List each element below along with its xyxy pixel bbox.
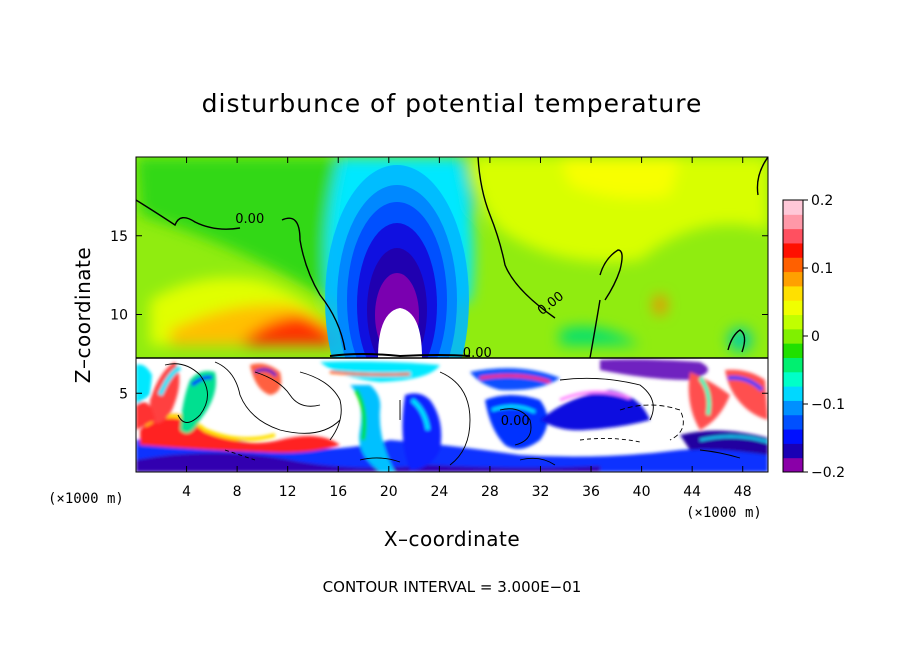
x-axis: 4 8 12 16 20 24 28 32 36 40 44 48 <box>182 157 752 500</box>
contour-label: 0.00 <box>501 414 530 429</box>
x-tick-label: 44 <box>683 484 701 500</box>
colorbar-swatch <box>783 328 803 344</box>
y-axis-label: Z–coordinate <box>71 247 95 383</box>
colorbar-swatch <box>783 257 803 273</box>
x-origin-unit: (×1000 m) <box>48 491 124 507</box>
x-tick-label: 28 <box>481 484 499 500</box>
contours <box>136 157 768 359</box>
x-tick-label: 40 <box>633 484 651 500</box>
x-tick-label: 4 <box>182 484 191 500</box>
colorbar-tick-label: −0.2 <box>811 465 845 481</box>
x-axis-label: X–coordinate <box>384 527 520 551</box>
x-tick-label: 20 <box>380 484 398 500</box>
x-tick-label: 12 <box>279 484 297 500</box>
colorbar-axis: 0.2 0.1 0 −0.1 −0.2 <box>803 193 845 481</box>
lower-field <box>136 359 768 472</box>
colorbar-tick-label: 0 <box>811 329 820 345</box>
x-tick-label: 24 <box>430 484 448 500</box>
colorbar-tick-label: 0.1 <box>811 261 833 277</box>
colorbar-swatch <box>783 300 803 316</box>
y-tick-label: 10 <box>110 308 128 324</box>
contour-label: 0.00 <box>235 212 264 227</box>
colorbar-swatch <box>783 242 803 258</box>
colorbar-swatch <box>783 314 803 330</box>
contour-label: 0.00 <box>463 346 492 361</box>
x-tick-label: 8 <box>233 484 242 500</box>
colorbar-swatch <box>783 357 803 373</box>
colorbar-swatch <box>783 271 803 287</box>
colorbar-swatch <box>783 386 803 401</box>
x-tick-label: 16 <box>329 484 347 500</box>
colorbar-swatch <box>783 343 803 358</box>
x-axis-unit: (×1000 m) <box>686 505 762 521</box>
colorbar-swatch <box>783 457 803 473</box>
colorbar-swatch <box>783 371 803 387</box>
colorbar <box>783 200 803 473</box>
plot-area <box>136 157 768 472</box>
colorbar-tick-label: 0.2 <box>811 193 833 209</box>
colorbar-swatch <box>783 228 803 244</box>
colorbar-swatch <box>783 214 803 230</box>
colorbar-swatch <box>783 200 803 215</box>
colorbar-tick-label: −0.1 <box>811 397 845 413</box>
colorbar-swatch <box>783 443 803 459</box>
x-tick-label: 48 <box>734 484 752 500</box>
y-axis: 5 10 15 <box>110 229 768 402</box>
y-tick-label: 15 <box>110 229 128 245</box>
contour-interval-note: CONTOUR INTERVAL = 3.000E−01 <box>323 578 582 596</box>
colorbar-swatch <box>783 285 803 301</box>
lower-contours <box>164 361 741 466</box>
y-tick-label: 5 <box>119 386 128 402</box>
x-tick-label: 36 <box>582 484 600 500</box>
colorbar-swatch <box>783 414 803 430</box>
colorbar-swatch <box>783 400 803 416</box>
chart-title: disturbunce of potential temperature <box>202 89 703 118</box>
colorbar-swatch <box>783 429 803 444</box>
x-tick-label: 32 <box>532 484 550 500</box>
